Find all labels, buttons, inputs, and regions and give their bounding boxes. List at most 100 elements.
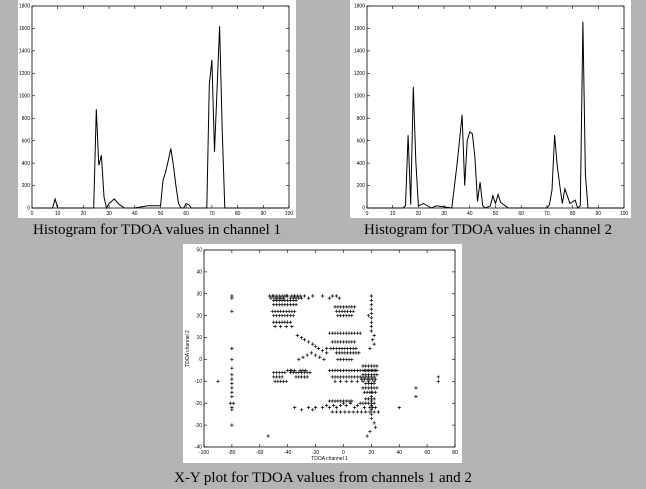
scatter-point xyxy=(344,403,348,408)
histogram-channel-1-caption: Histogram for TDOA values in channel 1 xyxy=(32,222,281,238)
scatter-y-tick-label: 40 xyxy=(196,270,202,276)
scatter-point xyxy=(369,294,374,298)
histogram-channel-2-caption: Histogram for TDOA values in channel 2 xyxy=(363,222,612,238)
scatter-y-tick-label: -10 xyxy=(195,379,202,385)
scatter-point xyxy=(338,379,343,384)
hist1-y-tick-label: 1200 xyxy=(19,71,30,77)
scatter-point xyxy=(313,353,318,357)
scatter-point xyxy=(306,405,311,410)
scatter-point xyxy=(369,298,374,303)
scatter-point xyxy=(299,335,304,340)
scatter-point xyxy=(325,403,329,408)
scatter-point xyxy=(369,394,374,399)
hist2-y-tick-label: 1800 xyxy=(354,4,365,10)
scatter-point xyxy=(373,405,378,410)
scatter-point xyxy=(369,320,374,324)
scatter-point xyxy=(313,405,318,410)
scatter-point xyxy=(338,403,343,408)
scatter-point xyxy=(292,309,297,313)
scatter-point xyxy=(372,333,376,338)
hist1-y-tick-label: 400 xyxy=(22,161,31,167)
scatter-point xyxy=(302,294,307,298)
scatter-point xyxy=(301,355,305,359)
scatter-point xyxy=(316,346,321,351)
scatter-point xyxy=(230,366,234,370)
scatter-point xyxy=(368,346,372,351)
scatter-point xyxy=(350,399,354,403)
scatter-point xyxy=(230,386,234,390)
scatter-point xyxy=(414,394,418,399)
scatter-point xyxy=(436,375,440,379)
scatter-point xyxy=(306,296,311,300)
scatter-point xyxy=(357,351,361,355)
scatter-point xyxy=(313,344,318,349)
histogram-channel-2-chart: 0 10 20 30 40 50 60 70 80 90 100020040060080010001… xyxy=(354,4,629,217)
hist2-y-tick-label: 1000 xyxy=(354,93,365,99)
scatter-point xyxy=(334,410,339,414)
hist2-x-tick-label: 60 xyxy=(518,211,524,217)
hist2-x-tick-label: 0 xyxy=(366,211,369,217)
hist2-x-tick-label: 90 xyxy=(596,211,602,217)
scatter-point xyxy=(306,340,311,344)
scatter-point xyxy=(325,351,329,355)
scatter-point xyxy=(308,370,312,375)
hist2-y-tick-label: 1400 xyxy=(354,49,365,55)
scatter-point xyxy=(294,303,298,307)
scatter-point xyxy=(267,294,272,298)
scatter-point xyxy=(273,296,277,300)
scatter-point xyxy=(373,425,378,429)
hist2-y-tick-label: 1200 xyxy=(354,71,365,77)
scatter-point xyxy=(375,368,379,373)
hist2-x-tick-label: 40 xyxy=(467,211,473,217)
histogram-channel-1-chart: 0 10 20 30 40 50 60 70 80 90 100020040060080010001… xyxy=(19,4,294,217)
scatter-point xyxy=(372,401,376,405)
hist1-x-tick-label: 100 xyxy=(285,211,294,217)
scatter-point xyxy=(373,377,378,381)
scatter-point xyxy=(305,375,309,379)
scatter-x-tick-label: -20 xyxy=(312,450,319,456)
scatter-point xyxy=(311,294,315,298)
scatter-x-tick-label: 60 xyxy=(424,450,430,456)
scatter-point xyxy=(350,379,354,384)
scatter-point xyxy=(338,410,343,414)
scatter-point xyxy=(369,381,374,386)
scatter-point xyxy=(297,296,301,300)
scatter-point xyxy=(372,375,376,379)
hist1-x-tick-label: 40 xyxy=(132,211,138,217)
scatter-point xyxy=(364,410,368,414)
hist2-y-tick-label: 400 xyxy=(357,161,366,167)
histogram-channel-2-panel: 0 10 20 30 40 50 60 70 80 90 100 0 200 400 600 800 1000 1… xyxy=(350,0,631,218)
scatter-point xyxy=(290,324,294,329)
scatter-point xyxy=(334,405,339,410)
scatter-x-tick-label: 80 xyxy=(452,450,458,456)
scatter-point xyxy=(352,405,357,410)
scatter-point xyxy=(320,294,325,298)
scatter-point xyxy=(369,329,374,333)
scatter-point xyxy=(369,408,374,412)
scatter-point xyxy=(230,373,234,377)
scatter-point xyxy=(230,423,234,427)
scatter-y-axis-label: TDOA channel 2 xyxy=(185,330,191,367)
scatter-point xyxy=(331,403,336,408)
scatter-y-tick-label: 0 xyxy=(199,357,202,363)
hist2-y-tick-label: 800 xyxy=(357,116,366,122)
scatter-point xyxy=(369,399,374,403)
scatter-point xyxy=(305,353,309,357)
scatter-point xyxy=(230,346,234,351)
hist1-series-line xyxy=(32,26,289,210)
scatter-point xyxy=(311,408,315,412)
scatter-point xyxy=(369,316,374,320)
hist2-x-tick-label: 30 xyxy=(441,211,447,217)
scatter-point xyxy=(288,320,293,324)
scatter-point xyxy=(330,410,334,414)
scatter-point xyxy=(368,410,372,414)
scatter-point xyxy=(230,408,234,412)
scatter-point xyxy=(344,379,348,384)
scatter-point xyxy=(320,405,325,410)
scatter-point xyxy=(291,313,295,318)
scatter-point xyxy=(304,368,308,373)
scatter-point xyxy=(278,324,283,329)
scatter-panel: -100 -80 -60 -40 -20 0 20 40 60 80 -40 -30 -20 -10 0 10… xyxy=(183,244,462,463)
scatter-point xyxy=(372,410,376,414)
scatter-x-tick-label: 40 xyxy=(396,450,402,456)
